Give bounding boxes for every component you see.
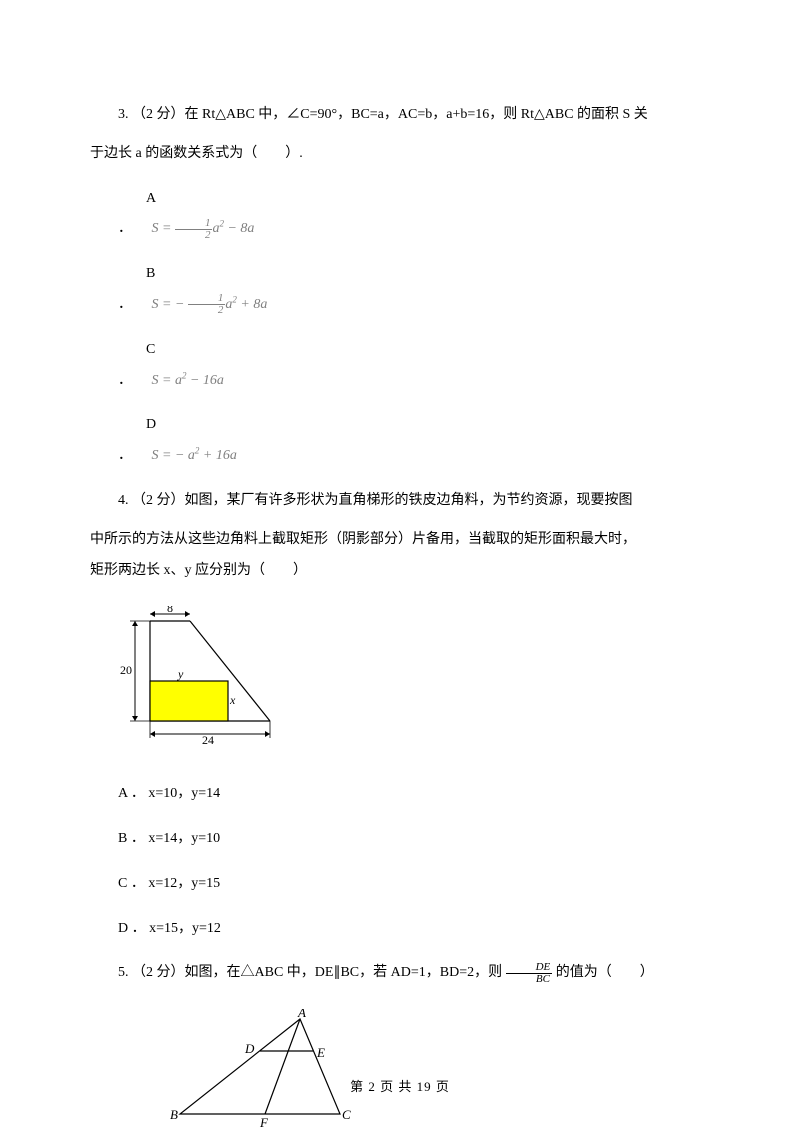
q3-option-d: D ． S = − a2 + 16a [90,410,710,472]
q4-option-d: D ． x=15，y=12 [90,914,710,945]
q4-label-8: 8 [167,606,173,615]
q4-label-24: 24 [202,733,214,746]
q4-label-x: x [229,693,236,707]
question-5: 5. （2 分）如图，在△ABC 中，DE∥BC，若 AD=1，BD=2，则 D… [90,958,710,1142]
q4-option-b: B ． x=14，y=10 [90,824,710,855]
svg-text:E: E [316,1045,325,1060]
q3-option-b: B ． S = − 12a2 + 8a [90,259,710,321]
q4-diagram: 8 20 24 y x [120,606,710,759]
q5-text-line1: 5. （2 分）如图，在△ABC 中，DE∥BC，若 AD=1，BD=2，则 D… [90,958,710,989]
q4-text-line2: 中所示的方法从这些边角料上截取矩形（阴影部分）片备用，当截取的矩形面积最大时， [90,525,710,556]
svg-text:C: C [342,1107,351,1122]
q3-option-c: C ． S = a2 − 16a [90,335,710,397]
question-3: 3. （2 分）在 Rt△ABC 中，∠C=90°，BC=a，AC=b，a+b=… [90,100,710,472]
q3-option-a: A ． S = 12a2 − 8a [90,184,710,246]
q4-label-20: 20 [120,663,132,677]
page-footer: 第 2 页 共 19 页 [0,1073,800,1102]
q5-fraction: DE BC [506,962,553,985]
svg-text:D: D [244,1041,255,1056]
q4-option-c: C ． x=12，y=15 [90,869,710,900]
svg-text:A: A [297,1009,306,1020]
svg-text:B: B [170,1107,178,1122]
q3-c-math: S = a2 − 16a [152,373,224,388]
q3-text-line2: 于边长 a 的函数关系式为（ ）. [90,139,710,170]
q3-text-line1: 3. （2 分）在 Rt△ABC 中，∠C=90°，BC=a，AC=b，a+b=… [90,100,710,131]
svg-text:F: F [259,1115,269,1129]
q3-a-math: S = 12a2 − 8a [152,221,255,236]
q4-text-line1: 4. （2 分）如图，某厂有许多形状为直角梯形的铁皮边角料，为节约资源，现要按图 [90,486,710,517]
q3-d-math: S = − a2 + 16a [152,448,237,463]
question-4: 4. （2 分）如图，某厂有许多形状为直角梯形的铁皮边角料，为节约资源，现要按图… [90,486,710,944]
q3-b-math: S = − 12a2 + 8a [152,297,268,312]
q4-label-y: y [177,667,184,681]
q4-option-a: A ． x=10，y=14 [90,779,710,810]
q4-text-line3: 矩形两边长 x、y 应分别为（ ） [90,556,710,587]
